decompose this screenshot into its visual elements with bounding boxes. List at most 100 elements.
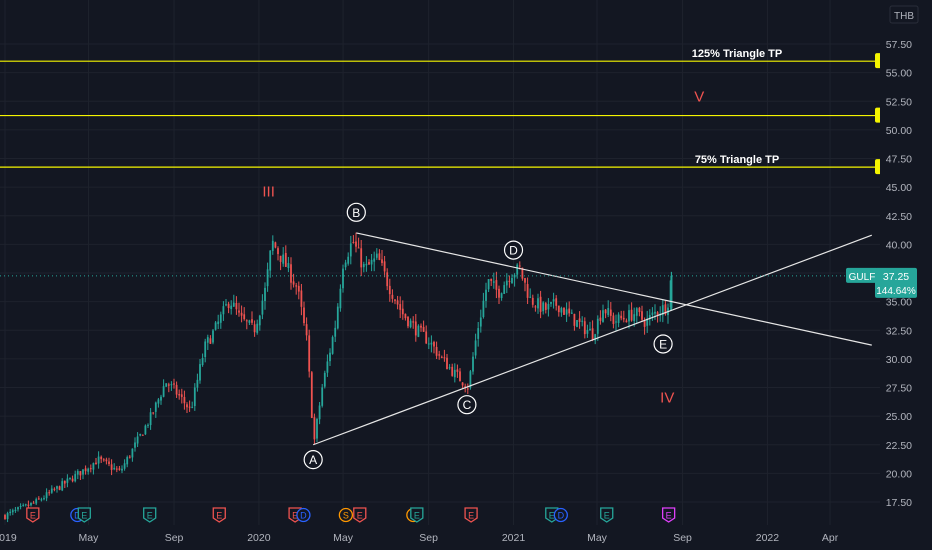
candle-body <box>654 311 656 314</box>
candle-body <box>670 275 673 309</box>
candle-body <box>115 468 118 470</box>
candles <box>4 232 673 523</box>
event-marker[interactable]: E <box>26 507 40 523</box>
candle-body <box>76 471 79 475</box>
candle-body <box>430 342 433 345</box>
price-tick-label: 35.00 <box>886 297 912 309</box>
candle-body <box>539 296 542 312</box>
event-marker[interactable]: S <box>338 507 354 523</box>
candle-body <box>170 384 173 386</box>
candle-body <box>329 352 331 362</box>
candle-body <box>313 417 316 440</box>
candle-body <box>100 456 103 460</box>
event-marker[interactable]: E <box>662 507 676 523</box>
price-tick-label: 22.50 <box>886 440 912 452</box>
event-marker[interactable]: E <box>212 507 226 523</box>
price-tick-label: 52.50 <box>886 96 912 108</box>
candle-body <box>102 459 105 461</box>
candle-body <box>591 328 594 340</box>
event-marker-label: E <box>549 511 555 521</box>
price-levels[interactable]: 56.00125% Triangle TP51.2546.7575% Trian… <box>0 48 917 175</box>
candle-body <box>334 327 337 337</box>
candle-body <box>570 312 573 314</box>
candle-body <box>628 310 630 322</box>
candle-body <box>355 241 357 247</box>
price-tick-label: 47.50 <box>886 154 912 166</box>
event-marker[interactable]: E <box>143 507 157 523</box>
price-tick-label: 45.00 <box>886 182 912 194</box>
candle-body <box>646 318 649 326</box>
candle-body <box>401 308 404 315</box>
candle-body <box>284 252 287 267</box>
candle-body <box>461 382 464 386</box>
event-marker[interactable]: E <box>464 507 478 523</box>
candle-body <box>469 371 472 388</box>
time-axis[interactable]: 2019 May Sep 2020 May Sep 2021 May Sep 2022 Apr <box>0 527 932 550</box>
event-marker[interactable]: D <box>296 507 311 523</box>
event-marker-label: D <box>558 511 565 521</box>
candle-body <box>178 394 181 396</box>
event-split-icon <box>338 507 354 523</box>
candle-body <box>35 499 38 504</box>
candle-body <box>58 486 61 490</box>
event-marker-label: E <box>81 511 87 521</box>
time-tick-label: 2021 <box>502 532 526 544</box>
candle-body <box>661 305 664 316</box>
event-marker[interactable]: E <box>77 507 91 523</box>
price-tick-label: 50.00 <box>886 125 912 137</box>
candle-body <box>63 480 66 484</box>
candle-body <box>547 303 550 310</box>
candle-body <box>331 337 334 354</box>
candle-body <box>295 285 298 287</box>
event-markers[interactable]: EDEEEEDSEDEEEDEE <box>26 507 676 523</box>
candle-body <box>347 256 350 264</box>
price-tick-label: 17.50 <box>886 497 912 509</box>
event-marker-label: E <box>30 511 36 521</box>
event-marker[interactable]: E <box>600 507 614 523</box>
candle-body <box>607 308 610 315</box>
candle-body <box>357 247 360 249</box>
candle-body <box>352 242 355 244</box>
last-price-value: 37.25 <box>883 271 909 283</box>
candle-body <box>232 302 235 307</box>
candle-body <box>368 262 370 265</box>
candle-body <box>110 464 113 470</box>
trend-line <box>356 232 872 346</box>
candle-body <box>651 312 654 315</box>
candle-body <box>633 314 636 322</box>
change-percent: 144.64% <box>876 286 916 297</box>
candle-body <box>222 306 225 315</box>
candle-body <box>251 319 253 323</box>
candle-body <box>79 471 82 476</box>
candle-body <box>282 254 285 264</box>
candle-body <box>565 309 568 315</box>
symbol-badge <box>846 267 878 283</box>
candle-body <box>500 293 503 299</box>
event-marker[interactable]: E <box>410 507 424 523</box>
trend-lines[interactable] <box>312 232 872 446</box>
candle-body <box>230 305 233 310</box>
candle-body <box>362 264 365 268</box>
last-price-box <box>875 267 917 298</box>
candle-body <box>609 309 612 316</box>
event-marker[interactable]: D <box>553 507 568 523</box>
candle-body <box>105 459 108 462</box>
candle-body <box>446 357 448 370</box>
candle-body <box>256 323 259 333</box>
event-marker-label: E <box>147 511 153 521</box>
wave-point-circle <box>346 202 366 222</box>
candle-body <box>552 299 555 302</box>
candle-body <box>342 268 344 289</box>
candle-body <box>563 307 565 315</box>
candle-body <box>414 321 417 336</box>
candle-body <box>485 289 487 301</box>
candle-body <box>464 386 467 388</box>
candle-body <box>126 457 129 465</box>
time-axis-bg <box>0 527 932 550</box>
event-earnings-icon <box>600 507 614 523</box>
candle-body <box>373 258 376 262</box>
event-marker-label: E <box>216 511 222 521</box>
candle-body <box>407 316 409 327</box>
event-marker[interactable]: E <box>353 507 367 523</box>
